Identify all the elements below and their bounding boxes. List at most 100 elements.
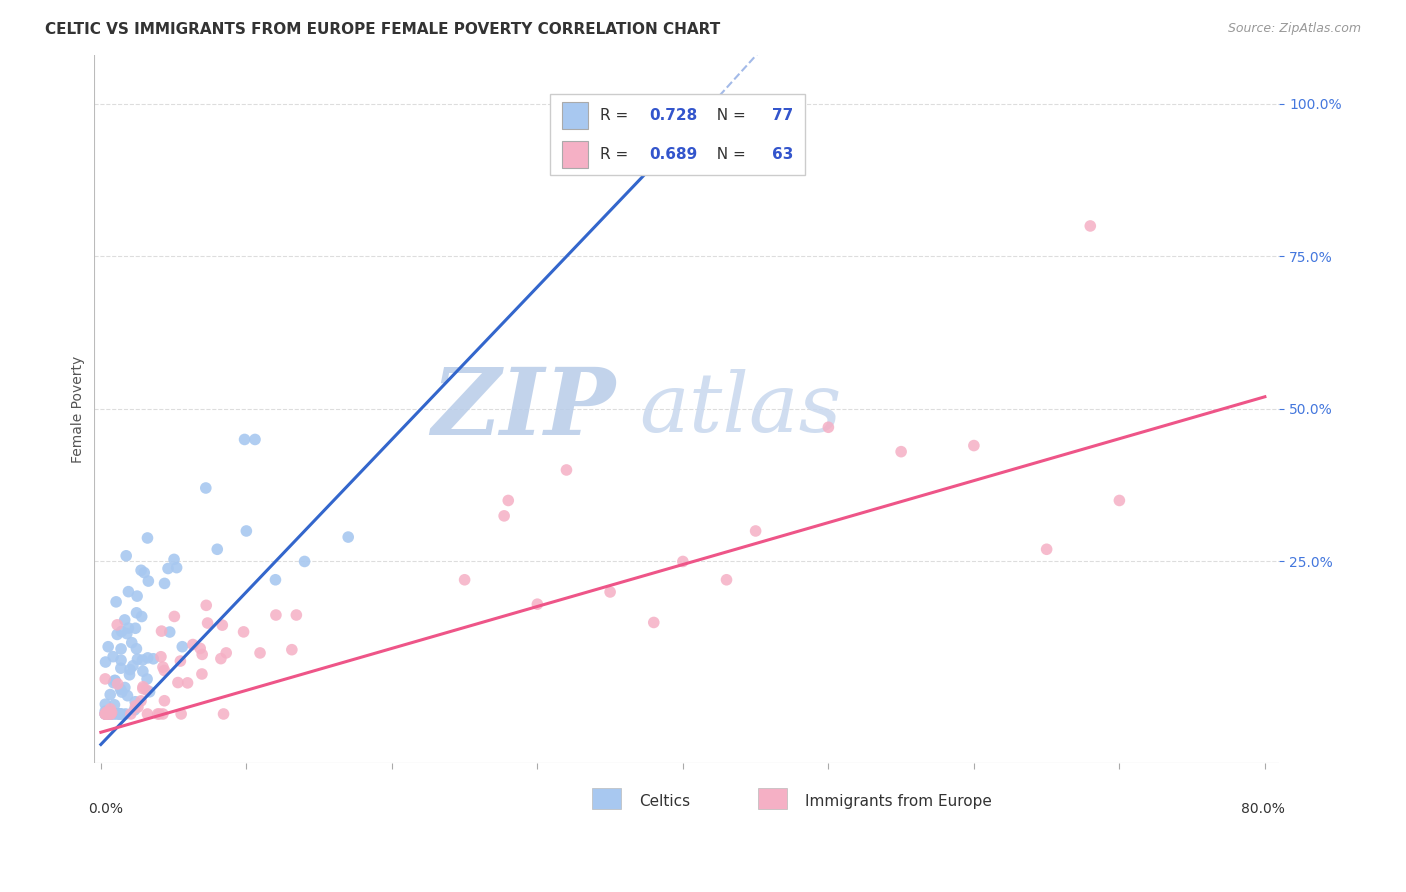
Point: [120, 706, 142, 721]
Point: [121, 635, 143, 649]
Point: [744, 524, 766, 538]
Point: [107, 677, 129, 691]
Point: [96, 705, 118, 719]
Point: [759, 103, 782, 117]
Point: [118, 667, 141, 681]
Point: [105, 706, 128, 721]
Point: [138, 685, 160, 699]
Point: [294, 554, 316, 568]
Point: [103, 675, 125, 690]
Point: [1078, 219, 1101, 233]
Point: [115, 626, 138, 640]
Point: [94, 706, 117, 721]
Text: 0.728: 0.728: [650, 108, 697, 123]
Point: [494, 508, 516, 523]
Point: [264, 607, 287, 622]
Point: [150, 624, 173, 639]
Point: [136, 672, 159, 686]
Point: [1035, 542, 1057, 557]
Point: [233, 433, 256, 447]
Point: [194, 481, 217, 495]
Point: [188, 641, 211, 656]
Point: [159, 625, 181, 640]
Point: [157, 561, 180, 575]
Point: [118, 663, 141, 677]
Point: [103, 706, 125, 721]
Point: [105, 595, 128, 609]
Text: N =: N =: [707, 146, 751, 161]
Point: [132, 664, 155, 678]
Point: [129, 694, 152, 708]
Point: [136, 531, 159, 545]
Point: [110, 682, 132, 697]
Point: [211, 618, 233, 632]
Text: R =: R =: [600, 146, 633, 161]
Text: N =: N =: [707, 108, 751, 123]
Point: [555, 463, 578, 477]
Point: [264, 573, 287, 587]
Point: [124, 698, 146, 713]
Point: [110, 641, 132, 656]
Point: [249, 646, 271, 660]
Point: [94, 672, 117, 686]
Point: [125, 641, 148, 656]
Point: [117, 621, 139, 635]
Point: [129, 563, 152, 577]
Point: [337, 530, 360, 544]
Point: [153, 576, 176, 591]
Point: [94, 706, 117, 721]
Point: [163, 609, 186, 624]
Point: [98, 702, 121, 716]
Point: [124, 621, 146, 635]
Point: [124, 695, 146, 709]
Text: 63: 63: [772, 146, 793, 161]
Point: [132, 681, 155, 696]
Bar: [562, 141, 588, 168]
Point: [94, 706, 117, 721]
Text: atlas: atlas: [640, 369, 841, 449]
Point: [105, 618, 128, 632]
Point: [181, 638, 204, 652]
Point: [114, 706, 136, 721]
Point: [131, 609, 153, 624]
Point: [195, 599, 218, 613]
Point: [110, 706, 132, 721]
Point: [117, 689, 139, 703]
Point: [110, 706, 132, 721]
Text: CELTIC VS IMMIGRANTS FROM EUROPE FEMALE POVERTY CORRELATION CHART: CELTIC VS IMMIGRANTS FROM EUROPE FEMALE …: [45, 22, 720, 37]
Point: [104, 673, 127, 688]
Point: [166, 560, 188, 574]
Point: [110, 661, 132, 675]
Point: [115, 549, 138, 563]
Bar: [758, 788, 787, 809]
Point: [643, 615, 665, 630]
Point: [100, 706, 122, 720]
Point: [136, 706, 159, 721]
Point: [97, 706, 120, 721]
Point: [212, 706, 235, 721]
Point: [169, 654, 191, 668]
Point: [98, 706, 121, 721]
Point: [103, 698, 125, 712]
Point: [163, 552, 186, 566]
Point: [114, 613, 136, 627]
Point: [104, 673, 127, 688]
Point: [96, 706, 118, 721]
Point: [526, 597, 548, 611]
Point: [127, 700, 149, 714]
Point: [197, 615, 219, 630]
Point: [97, 706, 120, 721]
Point: [496, 493, 519, 508]
Point: [122, 658, 145, 673]
Point: [599, 585, 621, 599]
Point: [152, 660, 174, 674]
Point: [117, 584, 139, 599]
Point: [100, 706, 122, 721]
Point: [96, 706, 118, 721]
Point: [209, 651, 232, 665]
Point: [94, 655, 117, 669]
Point: [136, 651, 159, 665]
Point: [152, 706, 174, 721]
Point: [191, 667, 214, 681]
Point: [127, 652, 149, 666]
